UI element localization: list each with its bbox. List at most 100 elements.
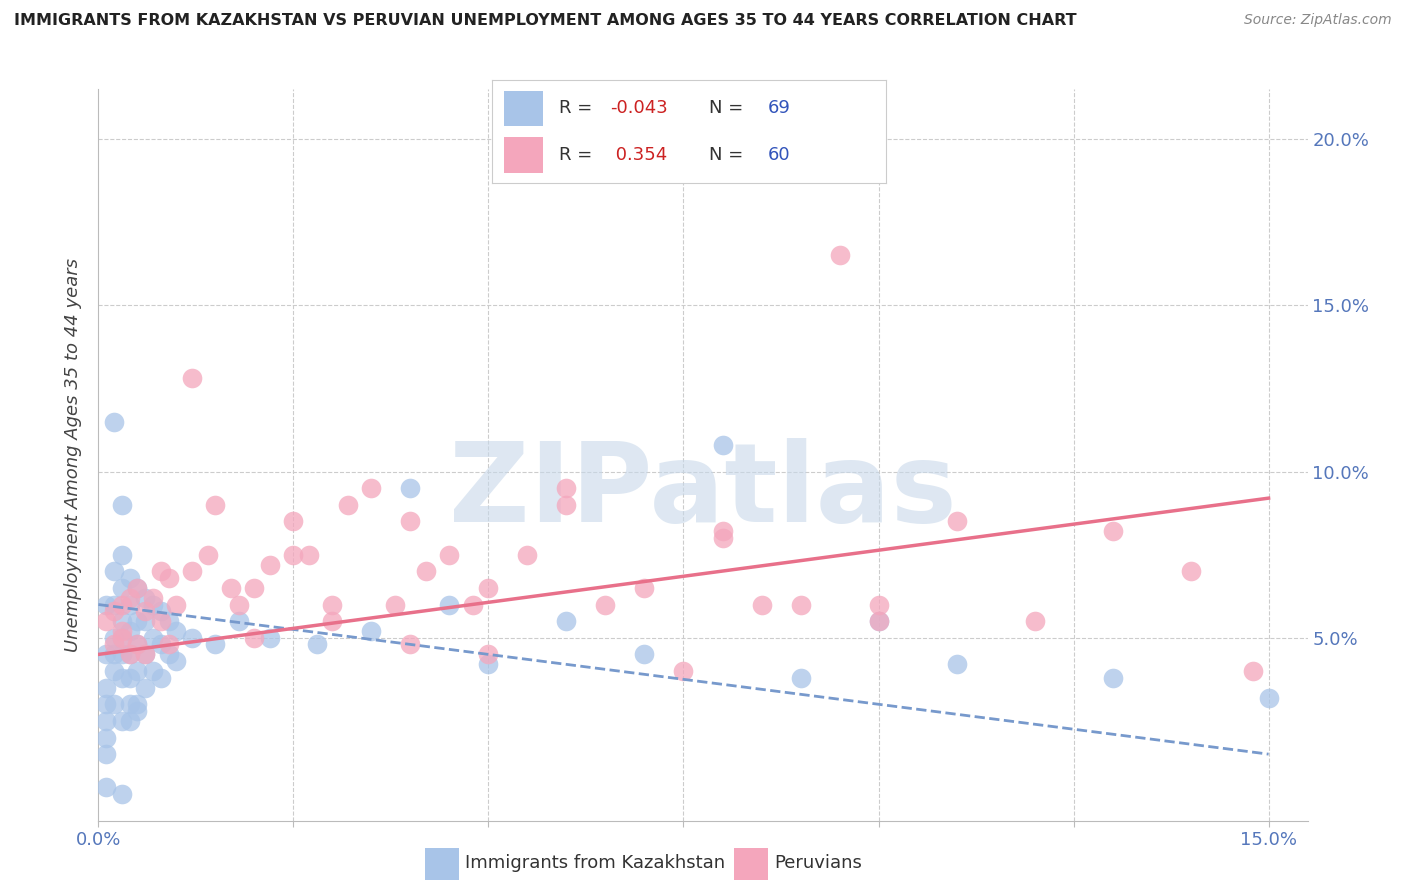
Point xyxy=(111,598,134,612)
Point xyxy=(111,624,134,639)
Point xyxy=(149,637,172,651)
Point xyxy=(219,581,242,595)
Point xyxy=(134,604,156,618)
Point xyxy=(157,614,180,628)
Point xyxy=(157,637,180,651)
Point xyxy=(103,698,125,712)
Point xyxy=(1257,690,1279,705)
Point xyxy=(595,598,617,612)
Point xyxy=(461,598,484,612)
Point xyxy=(142,591,165,605)
Point xyxy=(181,564,204,578)
Point xyxy=(134,648,156,662)
Point xyxy=(96,714,118,728)
Point xyxy=(516,548,538,562)
FancyBboxPatch shape xyxy=(734,848,768,880)
Point xyxy=(283,548,305,562)
Point xyxy=(555,614,578,628)
Point xyxy=(204,498,226,512)
Point xyxy=(118,714,141,728)
Point xyxy=(789,598,811,612)
Point xyxy=(103,564,125,578)
Point xyxy=(181,631,204,645)
Point xyxy=(555,498,578,512)
Point xyxy=(103,598,125,612)
Point xyxy=(439,598,461,612)
FancyBboxPatch shape xyxy=(425,848,458,880)
Point xyxy=(149,604,172,618)
Point xyxy=(127,637,149,651)
Point xyxy=(415,564,437,578)
Point xyxy=(751,598,773,612)
Point xyxy=(111,787,134,801)
Point xyxy=(181,371,204,385)
Text: Source: ZipAtlas.com: Source: ZipAtlas.com xyxy=(1244,13,1392,28)
Point xyxy=(1024,614,1046,628)
Point xyxy=(134,648,156,662)
Point xyxy=(142,631,165,645)
Point xyxy=(711,524,734,539)
Point xyxy=(1241,664,1264,678)
Point xyxy=(111,614,134,628)
Point xyxy=(111,671,134,685)
Point xyxy=(149,564,172,578)
Point xyxy=(259,558,281,572)
Point xyxy=(789,671,811,685)
Point xyxy=(96,648,118,662)
Point xyxy=(228,598,250,612)
Point xyxy=(134,591,156,605)
Point xyxy=(197,548,219,562)
Point xyxy=(399,515,422,529)
Point xyxy=(149,671,172,685)
Text: Immigrants from Kazakhstan: Immigrants from Kazakhstan xyxy=(465,854,725,872)
Point xyxy=(399,637,422,651)
FancyBboxPatch shape xyxy=(503,91,543,127)
Point xyxy=(103,648,125,662)
Point xyxy=(127,581,149,595)
Point xyxy=(165,624,187,639)
Point xyxy=(945,657,967,672)
Point xyxy=(384,598,406,612)
Point xyxy=(283,515,305,529)
Point xyxy=(672,664,695,678)
Point xyxy=(96,598,118,612)
Point xyxy=(96,681,118,695)
Point xyxy=(118,624,141,639)
Point xyxy=(1180,564,1202,578)
Point xyxy=(1101,524,1123,539)
Point xyxy=(111,548,134,562)
Point xyxy=(118,571,141,585)
Point xyxy=(337,498,360,512)
Point xyxy=(321,598,343,612)
Point xyxy=(711,531,734,545)
Point xyxy=(96,698,118,712)
Y-axis label: Unemployment Among Ages 35 to 44 years: Unemployment Among Ages 35 to 44 years xyxy=(65,258,83,652)
Point xyxy=(477,581,499,595)
Text: R =: R = xyxy=(560,100,598,118)
Point xyxy=(828,248,851,262)
Point xyxy=(868,598,890,612)
Point xyxy=(477,648,499,662)
Point xyxy=(118,648,141,662)
Point xyxy=(103,415,125,429)
Point xyxy=(111,631,134,645)
Point xyxy=(243,631,266,645)
Point xyxy=(127,637,149,651)
Point xyxy=(298,548,321,562)
Point xyxy=(111,648,134,662)
Point xyxy=(633,648,655,662)
Text: 0.354: 0.354 xyxy=(610,145,668,163)
Point xyxy=(111,581,134,595)
Point xyxy=(399,481,422,495)
Text: Peruvians: Peruvians xyxy=(775,854,862,872)
Point xyxy=(134,681,156,695)
Text: R =: R = xyxy=(560,145,598,163)
Point xyxy=(868,614,890,628)
Point xyxy=(142,598,165,612)
Point xyxy=(103,664,125,678)
Point xyxy=(555,481,578,495)
Point xyxy=(111,714,134,728)
Point xyxy=(228,614,250,628)
Point xyxy=(360,481,382,495)
Point xyxy=(259,631,281,645)
